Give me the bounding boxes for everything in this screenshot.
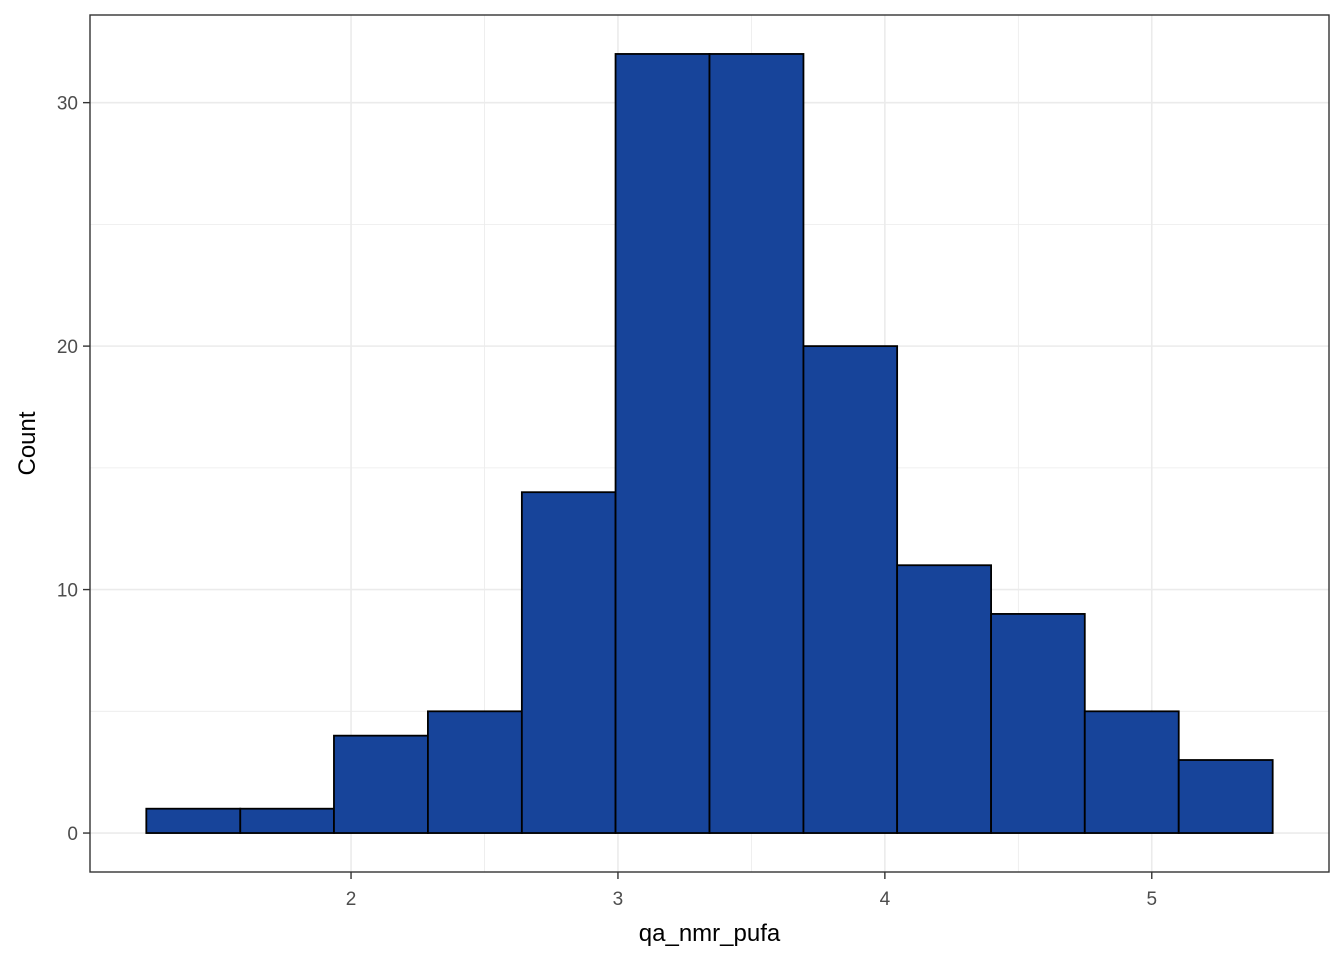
histogram-bar: [239, 807, 335, 834]
y-tick-label: 20: [57, 337, 78, 358]
x-axis: 2 3 4 5: [346, 872, 1157, 910]
histogram-bar: [990, 613, 1086, 834]
x-tick-label: 4: [880, 889, 891, 910]
histogram-bars: [145, 53, 1274, 834]
histogram-bar: [896, 564, 992, 834]
histogram-bar: [708, 53, 805, 834]
histogram-bar: [1083, 710, 1180, 834]
histogram-bar: [1177, 759, 1274, 834]
histogram-bar: [520, 491, 617, 834]
x-tick-label: 2: [346, 889, 357, 910]
y-axis: 0 10 20 30: [57, 94, 90, 845]
y-tick-label: 10: [57, 581, 78, 602]
histogram-bar: [802, 345, 899, 834]
x-tick-label: 3: [613, 889, 624, 910]
y-axis-title: Count: [14, 411, 41, 475]
y-tick-label: 30: [57, 94, 78, 115]
histogram-bar: [427, 710, 523, 834]
histogram-bar: [614, 53, 711, 834]
histogram-bar: [333, 734, 429, 834]
panel-border: [89, 14, 1330, 873]
x-axis-title: qa_nmr_pufa: [639, 920, 781, 947]
histogram-bar: [145, 807, 242, 834]
x-tick-label: 5: [1146, 889, 1157, 910]
y-tick-label: 0: [67, 824, 78, 845]
